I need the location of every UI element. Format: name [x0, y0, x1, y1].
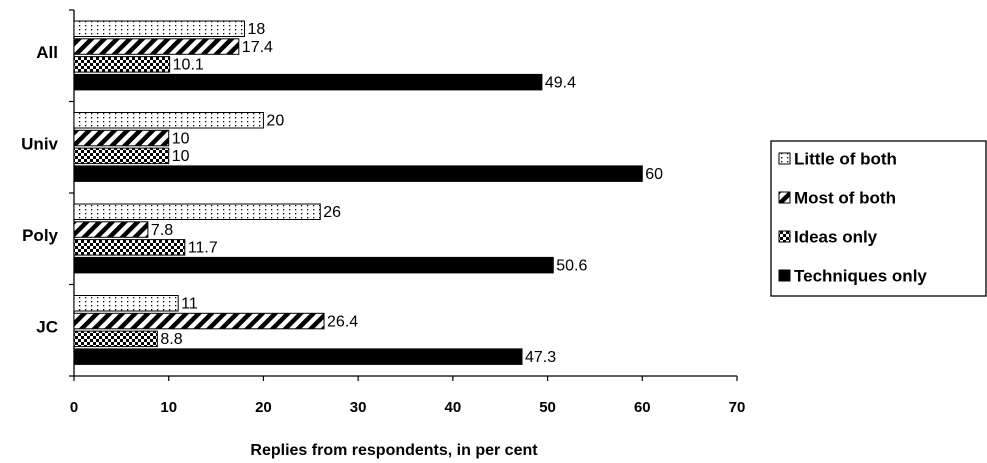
x-tick-label: 0: [70, 399, 78, 416]
data-label: 60: [645, 166, 663, 183]
x-tick-label: 10: [160, 399, 177, 416]
plot-area: 0 10 20 30 40 50 60 70 Replies from respondents,…: [21, 9, 746, 459]
bar: [73, 295, 179, 312]
data-label: 26: [323, 204, 341, 221]
data-label: 10: [172, 130, 190, 147]
x-tick-label: 20: [255, 399, 272, 416]
bar: [73, 256, 554, 274]
x-tick-label: 50: [539, 399, 556, 416]
legend-swatch: [778, 269, 791, 282]
x-tick-label: 40: [445, 399, 462, 416]
category-label: Poly: [22, 226, 58, 245]
data-label: 10: [172, 148, 190, 165]
bar: [73, 221, 149, 238]
legend-label: Techniques only: [794, 266, 927, 285]
bar: [73, 312, 325, 330]
data-label: 8.8: [160, 331, 182, 348]
data-label: 10.1: [173, 57, 204, 74]
data-label: 49.4: [545, 74, 576, 91]
legend-swatch: [778, 152, 791, 165]
legend-label: Most of both: [794, 188, 896, 207]
category-label: All: [36, 43, 58, 62]
x-tick-label: 30: [350, 399, 367, 416]
bar: [73, 147, 170, 165]
bar: [73, 239, 186, 256]
x-axis-title: Replies from respondents, in per cent: [250, 442, 538, 459]
legend-swatch: [778, 191, 791, 204]
bar: [73, 56, 171, 73]
legend-swatch: [778, 230, 791, 243]
data-label: 11: [181, 295, 198, 312]
data-label: 11.7: [188, 240, 218, 257]
legend: Little of both Most of both Ideas only Tech…: [770, 140, 987, 297]
bar: [73, 203, 321, 220]
data-label: 26.4: [327, 313, 358, 330]
category-label: JC: [36, 318, 58, 337]
data-label: 47.3: [525, 349, 556, 366]
legend-label: Ideas only: [794, 227, 878, 246]
data-label: 7.8: [151, 222, 173, 239]
bar: [73, 165, 643, 182]
category-label: Univ: [21, 135, 58, 154]
legend-label: Little of both: [794, 149, 897, 168]
data-label: 17.4: [242, 39, 273, 56]
bar: [73, 330, 158, 348]
bar: [73, 129, 170, 147]
x-tick-label: 60: [634, 399, 651, 416]
data-label: 18: [247, 21, 265, 38]
legend-box: [770, 140, 987, 297]
bar: [73, 20, 245, 37]
data-label: 20: [266, 112, 284, 129]
bar: [73, 38, 240, 55]
bar: [73, 112, 264, 129]
data-label: 50.6: [556, 257, 587, 274]
x-tick-label: 70: [729, 399, 746, 416]
bar: [73, 348, 523, 365]
bar: [73, 73, 543, 91]
